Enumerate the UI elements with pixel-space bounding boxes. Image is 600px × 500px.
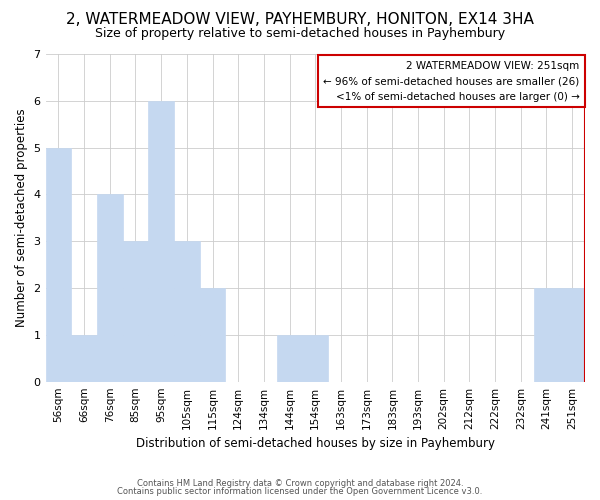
Bar [148, 101, 174, 382]
Bar [46, 148, 71, 382]
Text: Size of property relative to semi-detached houses in Payhembury: Size of property relative to semi-detach… [95, 28, 505, 40]
Bar [533, 288, 559, 382]
Text: 2, WATERMEADOW VIEW, PAYHEMBURY, HONITON, EX14 3HA: 2, WATERMEADOW VIEW, PAYHEMBURY, HONITON… [66, 12, 534, 28]
Bar [559, 288, 585, 382]
Bar [200, 288, 226, 382]
Bar [277, 335, 302, 382]
Text: Contains HM Land Registry data © Crown copyright and database right 2024.: Contains HM Land Registry data © Crown c… [137, 478, 463, 488]
X-axis label: Distribution of semi-detached houses by size in Payhembury: Distribution of semi-detached houses by … [136, 437, 495, 450]
Text: Contains public sector information licensed under the Open Government Licence v3: Contains public sector information licen… [118, 487, 482, 496]
Bar [97, 194, 122, 382]
Y-axis label: Number of semi-detached properties: Number of semi-detached properties [15, 108, 28, 327]
Bar [174, 241, 200, 382]
Bar [122, 241, 148, 382]
Text: 2 WATERMEADOW VIEW: 251sqm
← 96% of semi-detached houses are smaller (26)
<1% of: 2 WATERMEADOW VIEW: 251sqm ← 96% of semi… [323, 60, 580, 102]
Bar [302, 335, 328, 382]
Bar [71, 335, 97, 382]
